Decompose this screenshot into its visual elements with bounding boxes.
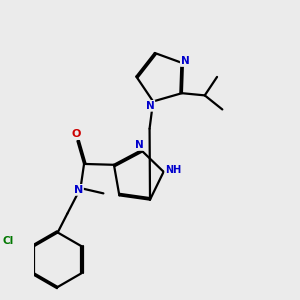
Text: Cl: Cl [2, 236, 13, 246]
Text: N: N [181, 56, 190, 66]
Text: N: N [74, 185, 83, 195]
Text: NH: NH [165, 165, 181, 175]
Text: N: N [135, 140, 143, 150]
Text: N: N [146, 101, 154, 111]
Text: O: O [72, 129, 81, 139]
